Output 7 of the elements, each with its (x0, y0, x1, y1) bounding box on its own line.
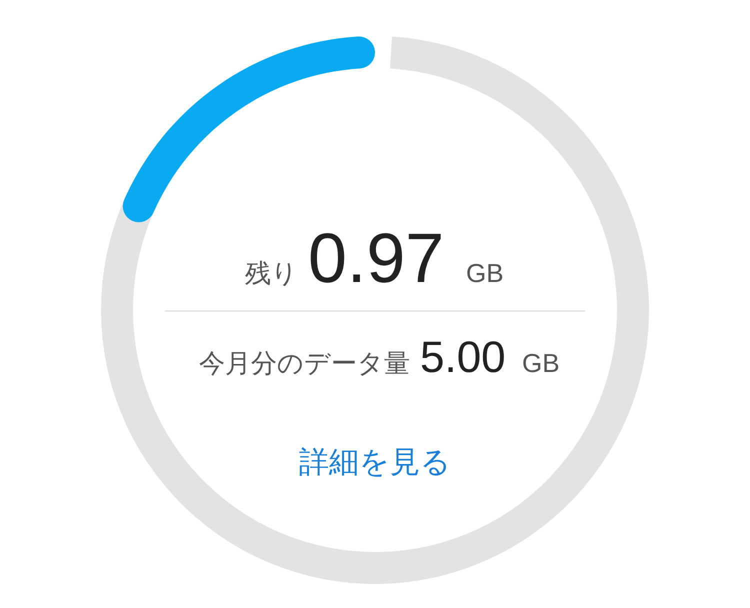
annotation: 0.97 (308, 219, 444, 297)
annotation: 詳細を見る (299, 446, 451, 479)
annotation: GB (466, 258, 504, 288)
annotation: 今月分のデータ量 (199, 348, 410, 378)
annotation: GB (522, 348, 560, 378)
annotation: 5.00 (420, 333, 506, 382)
annotation: 残り (245, 258, 298, 288)
